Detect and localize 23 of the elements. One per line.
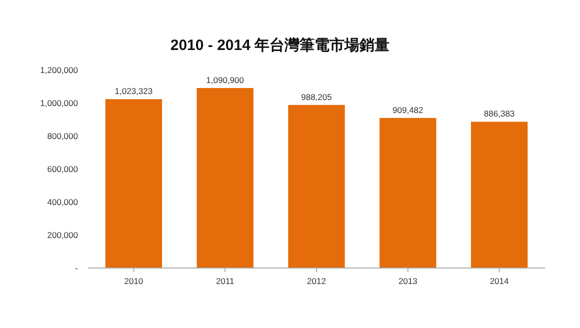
bar [196,88,254,268]
y-tick-label: 200,000 [47,230,78,240]
bar [470,122,528,268]
chart-title: 2010 - 2014 年台灣筆電市場銷量 [170,36,390,54]
x-tick-label: 2014 [490,276,510,286]
x-tick-label: 2010 [124,276,144,286]
bar [105,99,162,268]
x-tick-label: 2013 [398,276,418,286]
data-label: 1,023,323 [114,86,153,96]
x-tick-label: 2011 [216,276,235,286]
y-tick-label: 1,200,000 [40,64,78,75]
bar [288,104,345,268]
data-label: 1,090,900 [206,75,244,85]
y-tick-label: 400,000 [47,196,78,207]
y-tick-label: 1,000,000 [40,98,78,108]
data-label: 886,383 [484,108,515,119]
bar [380,118,436,268]
y-tick-label: - [75,262,78,273]
x-tick-label: 2012 [307,276,326,286]
y-tick-label: 800,000 [47,130,78,141]
data-label: 909,482 [392,104,424,115]
data-label: 988,205 [301,92,332,102]
y-tick-label: 600,000 [47,164,78,174]
